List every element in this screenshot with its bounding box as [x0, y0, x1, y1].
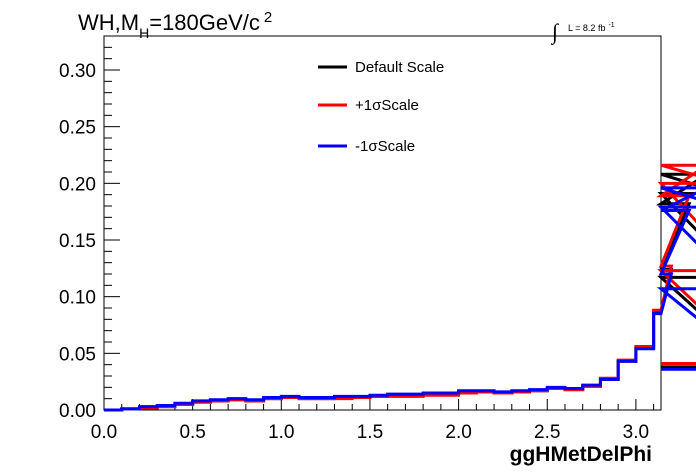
- x-axis-label: ggHMetDelPhi: [510, 443, 652, 466]
- legend: Default Scale +1σScale -1σScale: [318, 59, 444, 155]
- legend-label-minus1sigma: -1σScale: [355, 138, 415, 155]
- y-tick-label: 0.25: [59, 118, 96, 139]
- y-tick-label: 0.30: [59, 61, 96, 82]
- y-tick-label: 0.10: [59, 288, 96, 309]
- x-tick-label: 1.5: [357, 422, 383, 443]
- y-tick-label: 0.20: [59, 174, 96, 195]
- x-tick-label: 0.5: [179, 422, 205, 443]
- lumi-integral-symbol: ∫: [550, 19, 560, 45]
- x-tick-label: 0.0: [91, 422, 117, 443]
- legend-label-plus1sigma: +1σScale: [355, 97, 419, 114]
- lumi-annotation: L = 8.2 fb -1: [568, 22, 615, 33]
- y-axis: 0.00 0.05 0.10 0.15 0.20 0.25 0.30: [59, 46, 120, 422]
- x-tick-label: 3.0: [623, 422, 649, 443]
- legend-label-default: Default Scale: [355, 59, 444, 76]
- chart-title: WH,MH=180GeV/c 2: [78, 9, 272, 41]
- x-tick-label: 2.0: [445, 422, 471, 443]
- y-tick-label: 0.00: [59, 401, 96, 422]
- x-tick-label: 1.0: [268, 422, 294, 443]
- y-tick-label: 0.15: [59, 231, 96, 252]
- series-minus1sigma-scale-line: [104, 186, 696, 412]
- x-axis: 0.0 0.5 1.0 1.5 2.0 2.5 3.0: [91, 399, 655, 443]
- plot-frame: [103, 35, 662, 411]
- y-tick-label: 0.05: [59, 344, 96, 365]
- x-tick-label: 2.5: [534, 422, 560, 443]
- series-layer: [104, 163, 696, 412]
